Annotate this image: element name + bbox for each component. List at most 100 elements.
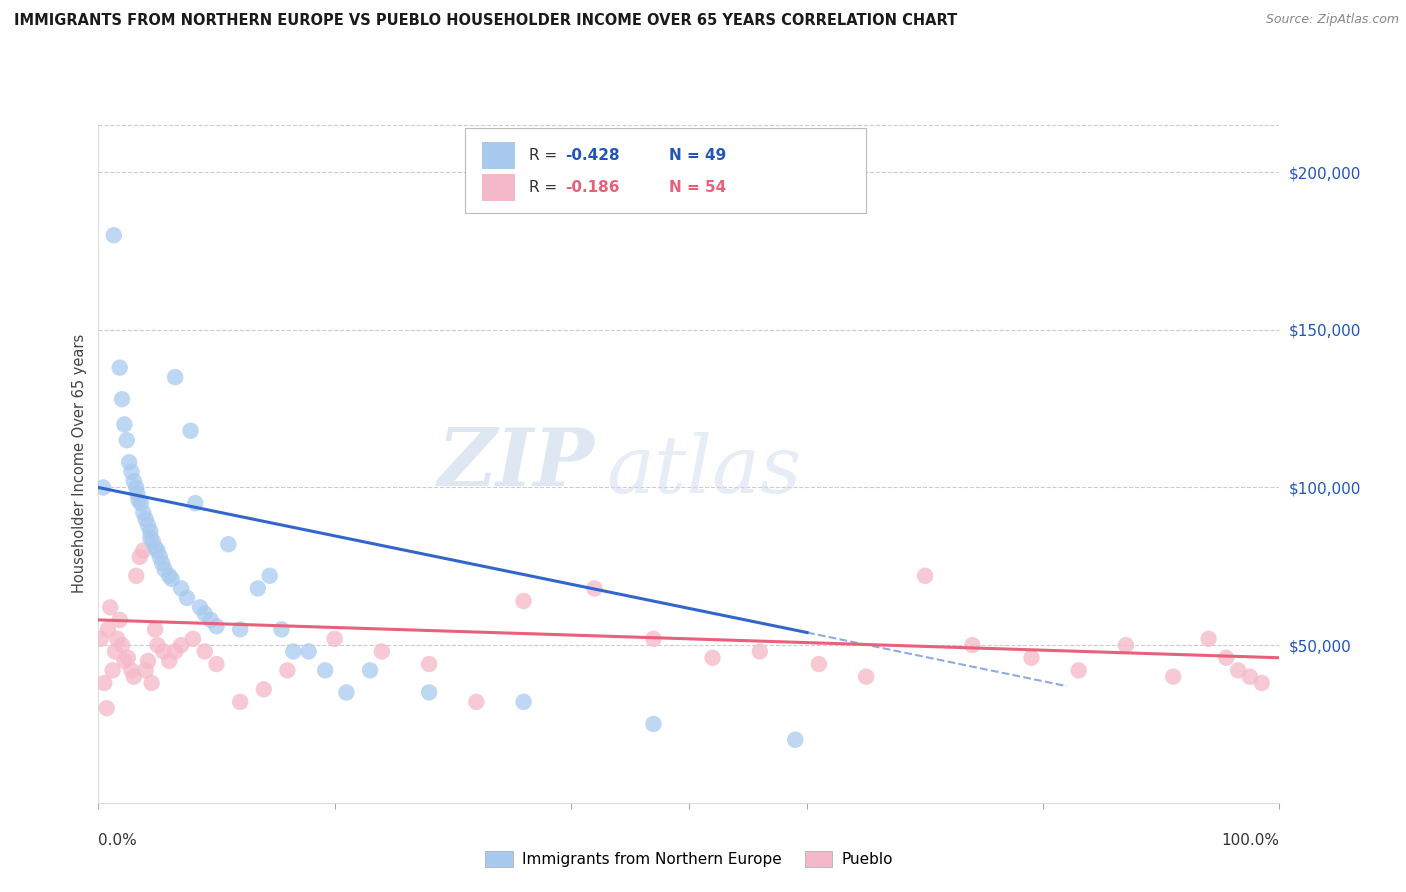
Point	[139, 531, 162, 545]
Point	[121, 664, 143, 678]
Point	[180, 424, 202, 438]
Point	[465, 695, 488, 709]
Point	[132, 543, 155, 558]
Point	[136, 654, 159, 668]
Point	[135, 664, 157, 678]
Point	[149, 549, 172, 564]
Point	[118, 455, 141, 469]
Point	[135, 512, 157, 526]
Text: 100.0%: 100.0%	[1222, 833, 1279, 848]
Point	[128, 493, 150, 508]
Point	[748, 644, 770, 658]
Point	[1250, 676, 1272, 690]
Bar	[482, 174, 516, 202]
Point	[128, 549, 150, 564]
Point	[1215, 650, 1237, 665]
Point	[150, 556, 173, 570]
Point	[146, 543, 169, 558]
Point	[962, 638, 984, 652]
Point	[217, 537, 239, 551]
Point	[314, 664, 336, 678]
Point	[1227, 664, 1250, 678]
Point	[153, 562, 176, 576]
Point	[112, 654, 135, 668]
Point	[142, 534, 165, 549]
Point	[259, 568, 281, 582]
Point	[143, 541, 166, 555]
Point	[253, 682, 276, 697]
Text: R =: R =	[530, 148, 562, 163]
Point	[246, 582, 269, 596]
Point	[157, 654, 180, 668]
Point	[914, 568, 936, 582]
Text: atlas: atlas	[606, 432, 801, 509]
Point	[1115, 638, 1137, 652]
Point	[122, 474, 145, 488]
Point	[98, 600, 121, 615]
Point	[139, 524, 162, 539]
Point	[1239, 670, 1261, 684]
Point	[97, 623, 120, 637]
Point	[132, 506, 155, 520]
Point	[93, 676, 115, 690]
Point	[160, 572, 183, 586]
Point	[111, 638, 134, 652]
Point	[91, 481, 114, 495]
Point	[141, 676, 163, 690]
Text: N = 49: N = 49	[669, 148, 725, 163]
Point	[125, 568, 148, 582]
Point	[176, 591, 198, 605]
Point	[188, 600, 211, 615]
Point	[298, 644, 321, 658]
Point	[105, 632, 128, 646]
Point	[96, 701, 118, 715]
Text: N = 54: N = 54	[669, 180, 725, 195]
Point	[117, 650, 139, 665]
Point	[101, 664, 124, 678]
Point	[104, 644, 127, 658]
Point	[108, 360, 131, 375]
Point	[112, 417, 135, 432]
Point	[702, 650, 724, 665]
Point	[90, 632, 112, 646]
Point	[418, 685, 440, 699]
Point	[121, 465, 143, 479]
Point	[127, 487, 149, 501]
Y-axis label: Householder Income Over 65 years: Householder Income Over 65 years	[72, 334, 87, 593]
Point	[184, 496, 207, 510]
Text: IMMIGRANTS FROM NORTHERN EUROPE VS PUEBLO HOUSEHOLDER INCOME OVER 65 YEARS CORRE: IMMIGRANTS FROM NORTHERN EUROPE VS PUEBL…	[14, 13, 957, 29]
Point	[323, 632, 346, 646]
Text: 0.0%: 0.0%	[98, 833, 138, 848]
Point	[270, 623, 292, 637]
Point	[146, 638, 169, 652]
Point	[1067, 664, 1090, 678]
Text: -0.186: -0.186	[565, 180, 620, 195]
Point	[1161, 670, 1184, 684]
Point	[122, 670, 145, 684]
Point	[1021, 650, 1043, 665]
FancyBboxPatch shape	[464, 128, 866, 213]
Text: -0.428: -0.428	[565, 148, 620, 163]
Point	[157, 568, 180, 582]
Point	[125, 481, 148, 495]
Point	[807, 657, 830, 671]
Text: ZIP: ZIP	[437, 425, 595, 502]
Point	[103, 228, 125, 243]
Point	[643, 632, 665, 646]
Point	[371, 644, 394, 658]
Point	[512, 594, 534, 608]
Legend: Immigrants from Northern Europe, Pueblo: Immigrants from Northern Europe, Pueblo	[479, 845, 898, 873]
Point	[136, 518, 159, 533]
Point	[108, 613, 131, 627]
Point	[129, 496, 152, 510]
Point	[165, 370, 187, 384]
Bar	[482, 142, 516, 169]
Text: R =: R =	[530, 180, 562, 195]
Point	[200, 613, 222, 627]
Point	[283, 644, 305, 658]
Point	[165, 644, 187, 658]
Point	[111, 392, 134, 407]
Point	[855, 670, 877, 684]
Point	[512, 695, 534, 709]
Point	[785, 732, 807, 747]
